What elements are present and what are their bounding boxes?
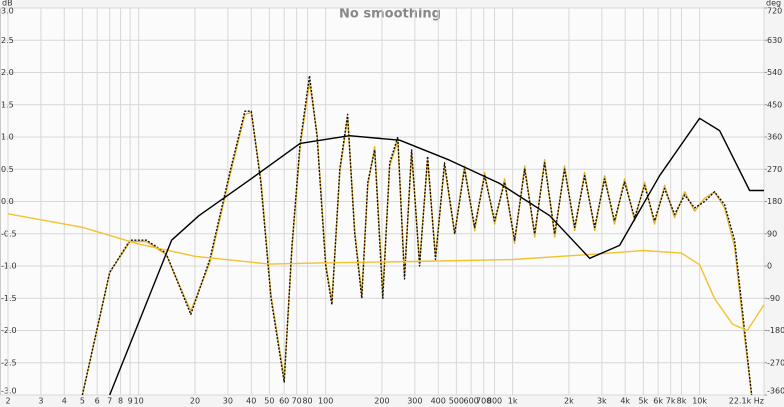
x-tick-label: 200: [374, 397, 389, 406]
x-tick-label: 1k: [508, 397, 518, 406]
x-tick-label: 300: [407, 397, 422, 406]
x-tick-label: 30: [223, 397, 233, 406]
x-tick-label: 4k: [620, 397, 630, 406]
y2-tick-label: 360: [767, 133, 782, 142]
y-tick-label: 1.5: [1, 100, 14, 109]
x-tick-label: 7k: [666, 397, 676, 406]
x-tick-label: 50: [264, 397, 274, 406]
x-tick-label: 9: [128, 397, 133, 406]
y-tick-label: 0.0: [1, 197, 14, 206]
y-tick-label: -2.0: [1, 326, 17, 335]
chart-title: No smoothing: [339, 7, 441, 22]
y-tick-label: 2.5: [1, 36, 14, 45]
y-tick-label: 1.0: [1, 133, 14, 142]
x-tick-label: 800: [487, 397, 502, 406]
y2-tick-label: 270: [767, 165, 782, 174]
x-tick-label: 3k: [597, 397, 607, 406]
x-tick-label: 8k: [677, 397, 687, 406]
y2-tick-label: 540: [767, 68, 782, 77]
y-tick-label: -1.5: [1, 294, 17, 303]
x-tick-label: 400: [431, 397, 446, 406]
x-tick-label: 10k: [692, 397, 707, 406]
y-tick-label: 3.0: [1, 7, 14, 16]
x-tick-label: 80: [302, 397, 312, 406]
y2-tick-label: 630: [767, 36, 782, 45]
y2-tick-label: 450: [767, 100, 782, 109]
y2-tick-label: -90: [767, 294, 780, 303]
x-tick-label: 600: [464, 397, 479, 406]
x-tick-label: 2k: [564, 397, 574, 406]
y-tick-label: 0.5: [1, 165, 14, 174]
y2-tick-label: 90: [767, 229, 777, 238]
y2-axis-label: deg: [766, 0, 781, 8]
x-tick-label: 100: [318, 397, 333, 406]
x-tick-label: 700: [476, 397, 491, 406]
y-tick-label: -1.0: [1, 262, 17, 271]
x-tick-label: 3: [38, 397, 43, 406]
y-axis-label: dB: [2, 0, 13, 8]
y2-tick-label: 0: [767, 262, 772, 271]
series-line: [81, 75, 753, 396]
series-line: [109, 117, 764, 396]
y2-tick-label: 720: [767, 7, 782, 16]
x-tick-label: 2: [5, 397, 10, 406]
x-tick-label: 60: [279, 397, 289, 406]
x-tick-label: 20: [190, 397, 200, 406]
y-tick-label: 2.0: [1, 68, 14, 77]
x-tick-label: 7: [107, 397, 112, 406]
x-tick-label: 5k: [638, 397, 648, 406]
y2-tick-label: -270: [767, 358, 784, 367]
y-tick-label: -0.5: [1, 229, 17, 238]
x-tick-label: 6: [95, 397, 100, 406]
y2-tick-label: -360: [767, 387, 784, 396]
x-tick-label: 5: [80, 397, 85, 406]
y-tick-label: -2.5: [1, 358, 17, 367]
x-tick-label: 4: [62, 397, 67, 406]
x-tick-label: 500: [449, 397, 464, 406]
x-tick-label: 40: [246, 397, 256, 406]
y2-tick-label: 180: [767, 197, 782, 206]
y2-tick-label: -180: [767, 326, 784, 335]
y-tick-label: -3.0: [1, 387, 17, 396]
x-tick-label: 22.1k Hz: [729, 397, 764, 406]
x-tick-label: 70: [292, 397, 302, 406]
x-tick-label: 6k: [653, 397, 663, 406]
x-tick-label: 10: [134, 397, 144, 406]
x-tick-label: 8: [118, 397, 123, 406]
